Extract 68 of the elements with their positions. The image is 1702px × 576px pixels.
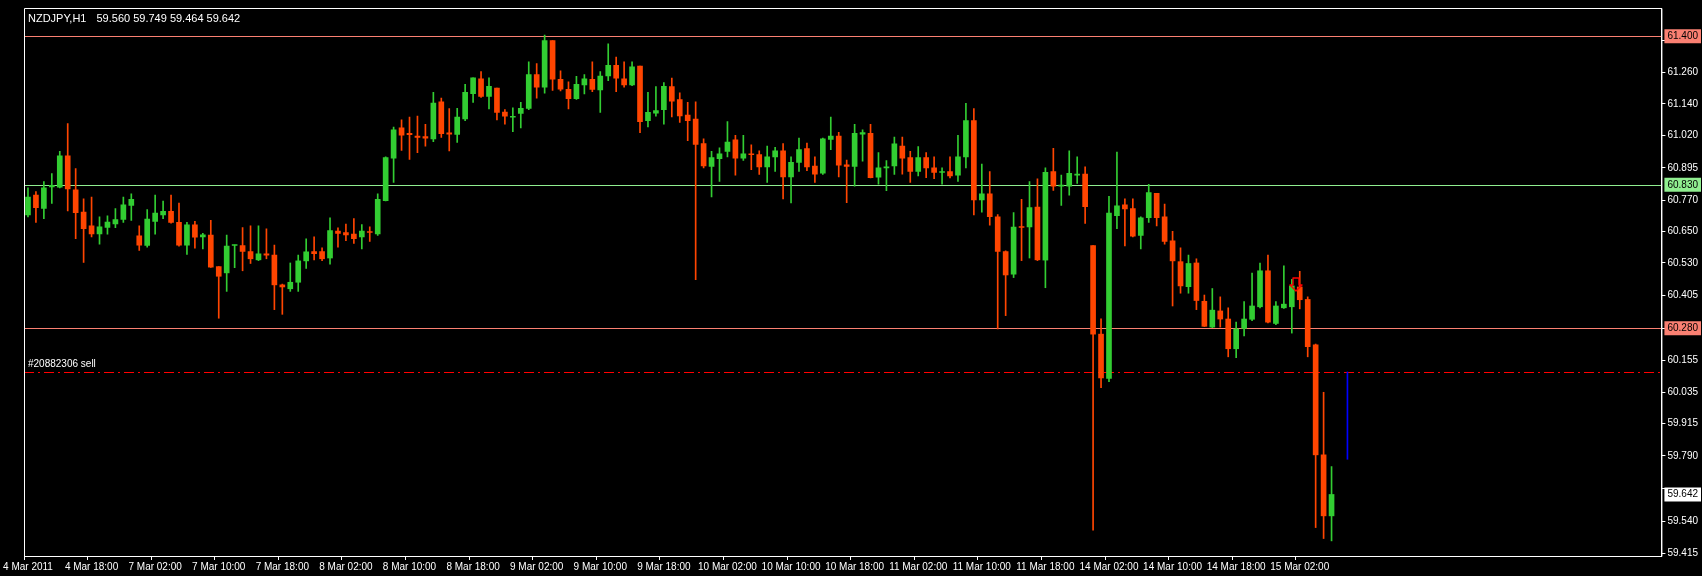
x-tick-label: 14 Mar 10:00 [1143,560,1203,572]
x-tick-label: 8 Mar 18:00 [446,560,501,572]
candlestick [1281,265,1287,309]
candlestick [311,236,317,261]
candlestick [200,232,206,250]
candlestick [517,102,524,129]
x-tick-label: 4 Mar 2011 [3,560,54,572]
candlestick [843,159,850,204]
candlestick [978,163,985,213]
y-tick-label: 60.770 [1667,194,1699,206]
candlestick [748,144,755,170]
x-tick-label: 8 Mar 02:00 [319,560,374,572]
y-tick-label: 60.895 [1667,161,1699,173]
x-tick-label: 10 Mar 10:00 [761,560,821,572]
x-tick-label: 11 Mar 10:00 [952,560,1012,572]
y-tick-label: 59.540 [1667,514,1699,526]
ref-line-label: 60.830 [1667,178,1699,190]
x-tick-label: 14 Mar 18:00 [1206,560,1267,572]
candlestick [939,167,945,185]
candlestick [335,227,341,248]
chart-title: NZDJPY,H1 [28,11,87,24]
ref-line-label: #20882306 sell [28,357,96,369]
x-tick-label: 9 Mar 02:00 [510,560,564,572]
x-tick-label: 11 Mar 18:00 [1016,560,1075,572]
ref-line-label: 60.280 [1667,321,1699,333]
x-tick-label: 14 Mar 02:00 [1079,560,1139,572]
x-tick-label: 7 Mar 02:00 [128,560,183,572]
candlestick [446,108,453,152]
candlestick [287,262,294,292]
candlestick [152,194,158,235]
candlestick [1114,151,1120,229]
y-tick-label: 59.415 [1667,547,1699,559]
candlestick [772,146,778,172]
y-tick-label: 59.915 [1667,417,1699,429]
candlestick [343,223,349,241]
y-tick-label: 59.790 [1667,449,1699,461]
annotation: 59.642 [1667,488,1699,500]
candlestick [510,107,516,132]
x-tick-label: 7 Mar 18:00 [255,560,310,572]
ref-line-label: 61.400 [1667,29,1699,41]
x-tick-label: 4 Mar 18:00 [64,560,119,572]
y-tick-label: 60.650 [1667,225,1699,237]
candlestick [48,173,55,204]
candlestick [215,266,222,319]
candlestick [653,86,659,117]
candlestick [358,224,365,250]
candlestick [827,116,834,150]
y-tick-label: 60.035 [1667,385,1699,397]
candlestick [621,61,627,88]
x-tick-label: 9 Mar 18:00 [637,560,691,572]
y-tick-label: 61.260 [1667,66,1699,78]
candlestick [366,226,373,242]
x-tick-label: 11 Mar 02:00 [889,560,948,572]
x-tick-label: 10 Mar 18:00 [825,560,885,572]
y-tick-label: 60.530 [1667,256,1699,268]
x-tick-label: 10 Mar 02:00 [697,560,758,572]
y-tick-label: 60.405 [1667,289,1699,301]
x-tick-label: 15 Mar 02:00 [1270,560,1330,572]
candlestick [160,200,166,219]
candlestick [351,218,357,244]
y-tick-label: 60.155 [1667,354,1699,366]
x-tick-label: 8 Mar 10:00 [382,560,437,572]
chart-subtitle: 59.560 59.749 59.464 59.642 [96,11,241,24]
x-tick-label: 9 Mar 10:00 [573,560,628,572]
x-tick-label: 7 Mar 10:00 [192,560,246,572]
y-tick-label: 61.140 [1667,97,1699,109]
candlestick [684,102,691,142]
y-tick-label: 61.020 [1667,128,1699,140]
